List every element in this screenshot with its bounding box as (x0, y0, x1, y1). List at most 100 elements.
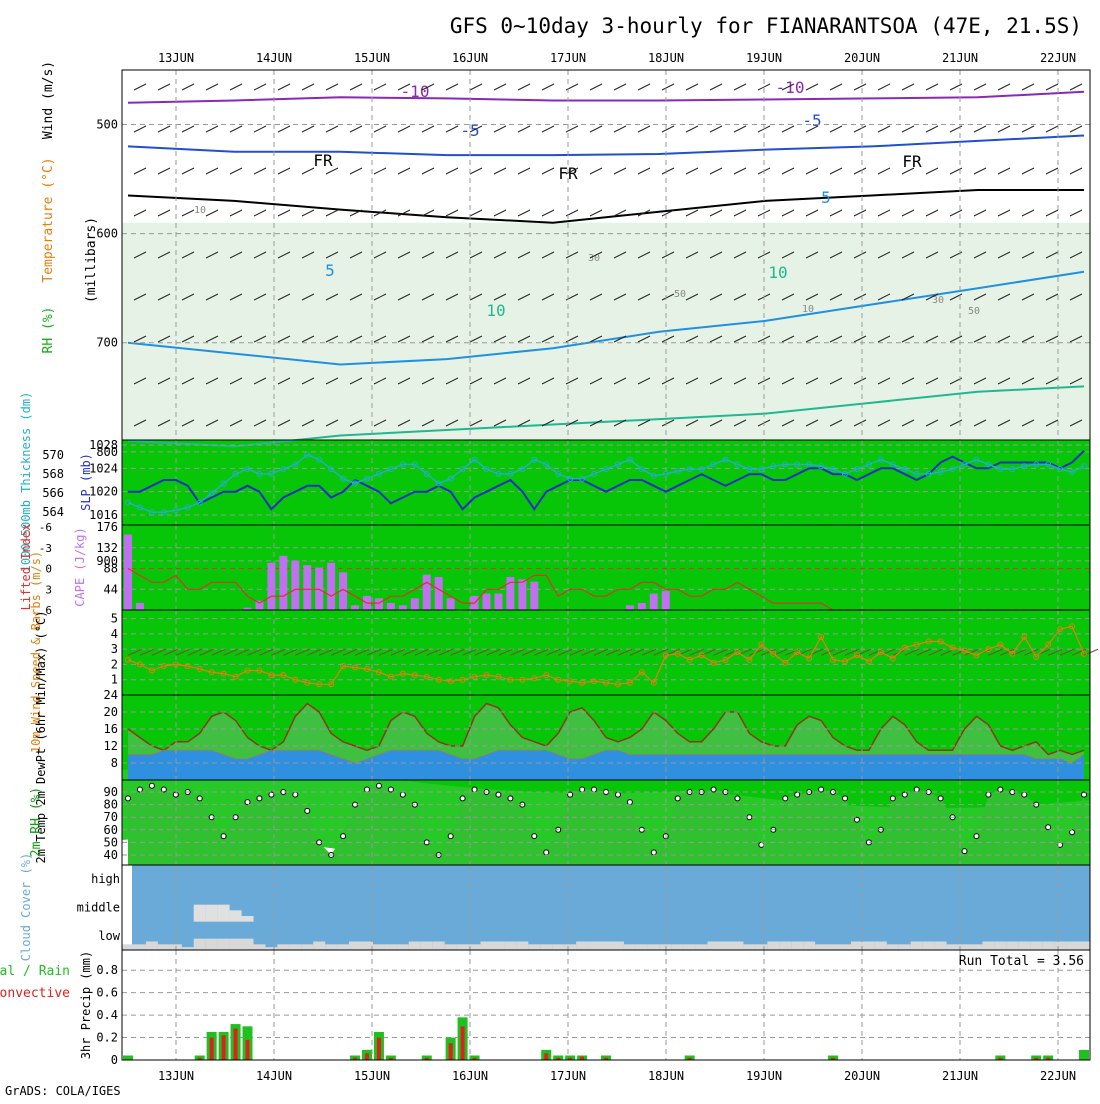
cloud-low-bar (779, 941, 792, 950)
thickness-point (543, 461, 550, 468)
wind-barb (685, 209, 699, 217)
legend-total-label: Total / Rain (0, 964, 70, 979)
rh2m-point (268, 791, 275, 798)
wind-barb (661, 293, 675, 301)
precip-conv-bar (233, 1028, 238, 1060)
precip-conv-bar (353, 1057, 358, 1060)
wind-speed-point (543, 672, 550, 679)
cape-bar (482, 593, 491, 610)
cape-tick-label: 176 (96, 520, 118, 534)
wind-speed-point (411, 672, 418, 679)
wind-speed-point (160, 662, 167, 669)
rh2m-axis-label: 2m RH (%) (29, 787, 44, 857)
precip-conv-bar (460, 1026, 465, 1060)
cloud-low-bar (671, 944, 684, 950)
wind-speed-point (746, 656, 753, 663)
cloud-low-bar (600, 941, 612, 950)
wind-barb (229, 251, 243, 259)
precip-conv-bar (388, 1057, 393, 1060)
wind-barb (829, 293, 843, 301)
contour-label: 5 (821, 188, 831, 207)
credit-label: GrADS: COLA/IGES (5, 1084, 121, 1098)
wind-barb (733, 83, 747, 91)
wind-barb (486, 648, 501, 656)
wind-barb (637, 335, 651, 343)
wind-barb (829, 419, 843, 427)
wind-barb (421, 167, 435, 175)
precip-conv-bar (604, 1057, 608, 1060)
wind-barb (421, 293, 435, 301)
wind-barb (641, 648, 657, 656)
wind-barb (733, 125, 747, 133)
precip-conv-bar (209, 1037, 214, 1060)
cloud-low-bar (982, 941, 995, 950)
wind-barb (853, 293, 867, 301)
wind-barb (757, 209, 771, 217)
wind-barb (565, 251, 579, 259)
wind-barb (517, 335, 531, 343)
wind-barb (781, 167, 795, 175)
wind-barb (325, 83, 339, 91)
wind-barb (421, 83, 435, 91)
wind-barb (397, 167, 411, 175)
cloud-low-bar (157, 944, 170, 950)
wind-barb (229, 293, 243, 301)
wind-barb (805, 125, 819, 133)
thickness-line (127, 453, 1085, 513)
cloud-low-bar (850, 941, 863, 950)
wind-barb (853, 167, 867, 175)
cloud-low-bar (588, 941, 601, 950)
cloud-low-bar (193, 938, 206, 950)
wind-speed-point (172, 661, 179, 668)
rh2m-point (471, 786, 478, 793)
cloud-low-bar (540, 944, 553, 950)
date-label-top: 20JUN (844, 51, 880, 65)
wind-barb (181, 419, 195, 427)
wind-barb (781, 293, 795, 301)
cloud-low-bar (1066, 941, 1079, 950)
rh2m-point (614, 791, 621, 798)
wind-speed-point (136, 661, 143, 668)
wind-barb (438, 648, 453, 656)
cloud-low-bar (504, 941, 517, 950)
wind-barb (205, 83, 219, 91)
contour-label: 10 (486, 301, 505, 320)
wind-barb (469, 209, 483, 217)
wind-barb (133, 377, 147, 385)
wind-barb (661, 251, 675, 259)
slp-tick-label: 1020 (89, 485, 118, 499)
run-total-label: Run Total = 3.56 (959, 954, 1084, 969)
wind-barb (805, 251, 819, 259)
wind-speed-point (507, 676, 514, 683)
cloud-low-bar (277, 944, 290, 950)
wind-barb (973, 83, 987, 91)
cloud-background (132, 865, 1090, 950)
wind-barb (181, 83, 195, 91)
wind-barb (733, 167, 747, 175)
wind-barb (373, 209, 387, 217)
rh2m-tick-label: 70 (104, 810, 118, 824)
wind-speed-point (495, 673, 502, 680)
cloud-low-bar (301, 944, 314, 950)
rh2m-point (901, 791, 908, 798)
chart-title: GFS 0~10day 3-hourly for FIANARANTSOA (4… (450, 14, 1082, 38)
wind-barb (373, 419, 387, 427)
cloud-low-bar (934, 941, 947, 950)
cloud-low-bar (217, 938, 230, 950)
wind-barb (157, 209, 171, 217)
y-tick-label: 600 (96, 227, 118, 241)
wind-barb (925, 209, 939, 217)
precip-total-bar (1079, 1049, 1089, 1060)
wind-barb (713, 648, 728, 656)
wind-barb (517, 125, 531, 133)
wind-barb (541, 83, 555, 91)
wind-barb (757, 83, 771, 91)
cloud-low-bar (898, 944, 911, 950)
slp-axis-label: SLP (mb) (79, 453, 93, 511)
wind-barb (617, 648, 633, 656)
precip-conv-bar (687, 1057, 692, 1060)
cloud-low-bar (1006, 941, 1019, 950)
wind-barb (1047, 648, 1063, 656)
cloud-low-bar (576, 941, 589, 950)
wind-barb (709, 209, 723, 217)
